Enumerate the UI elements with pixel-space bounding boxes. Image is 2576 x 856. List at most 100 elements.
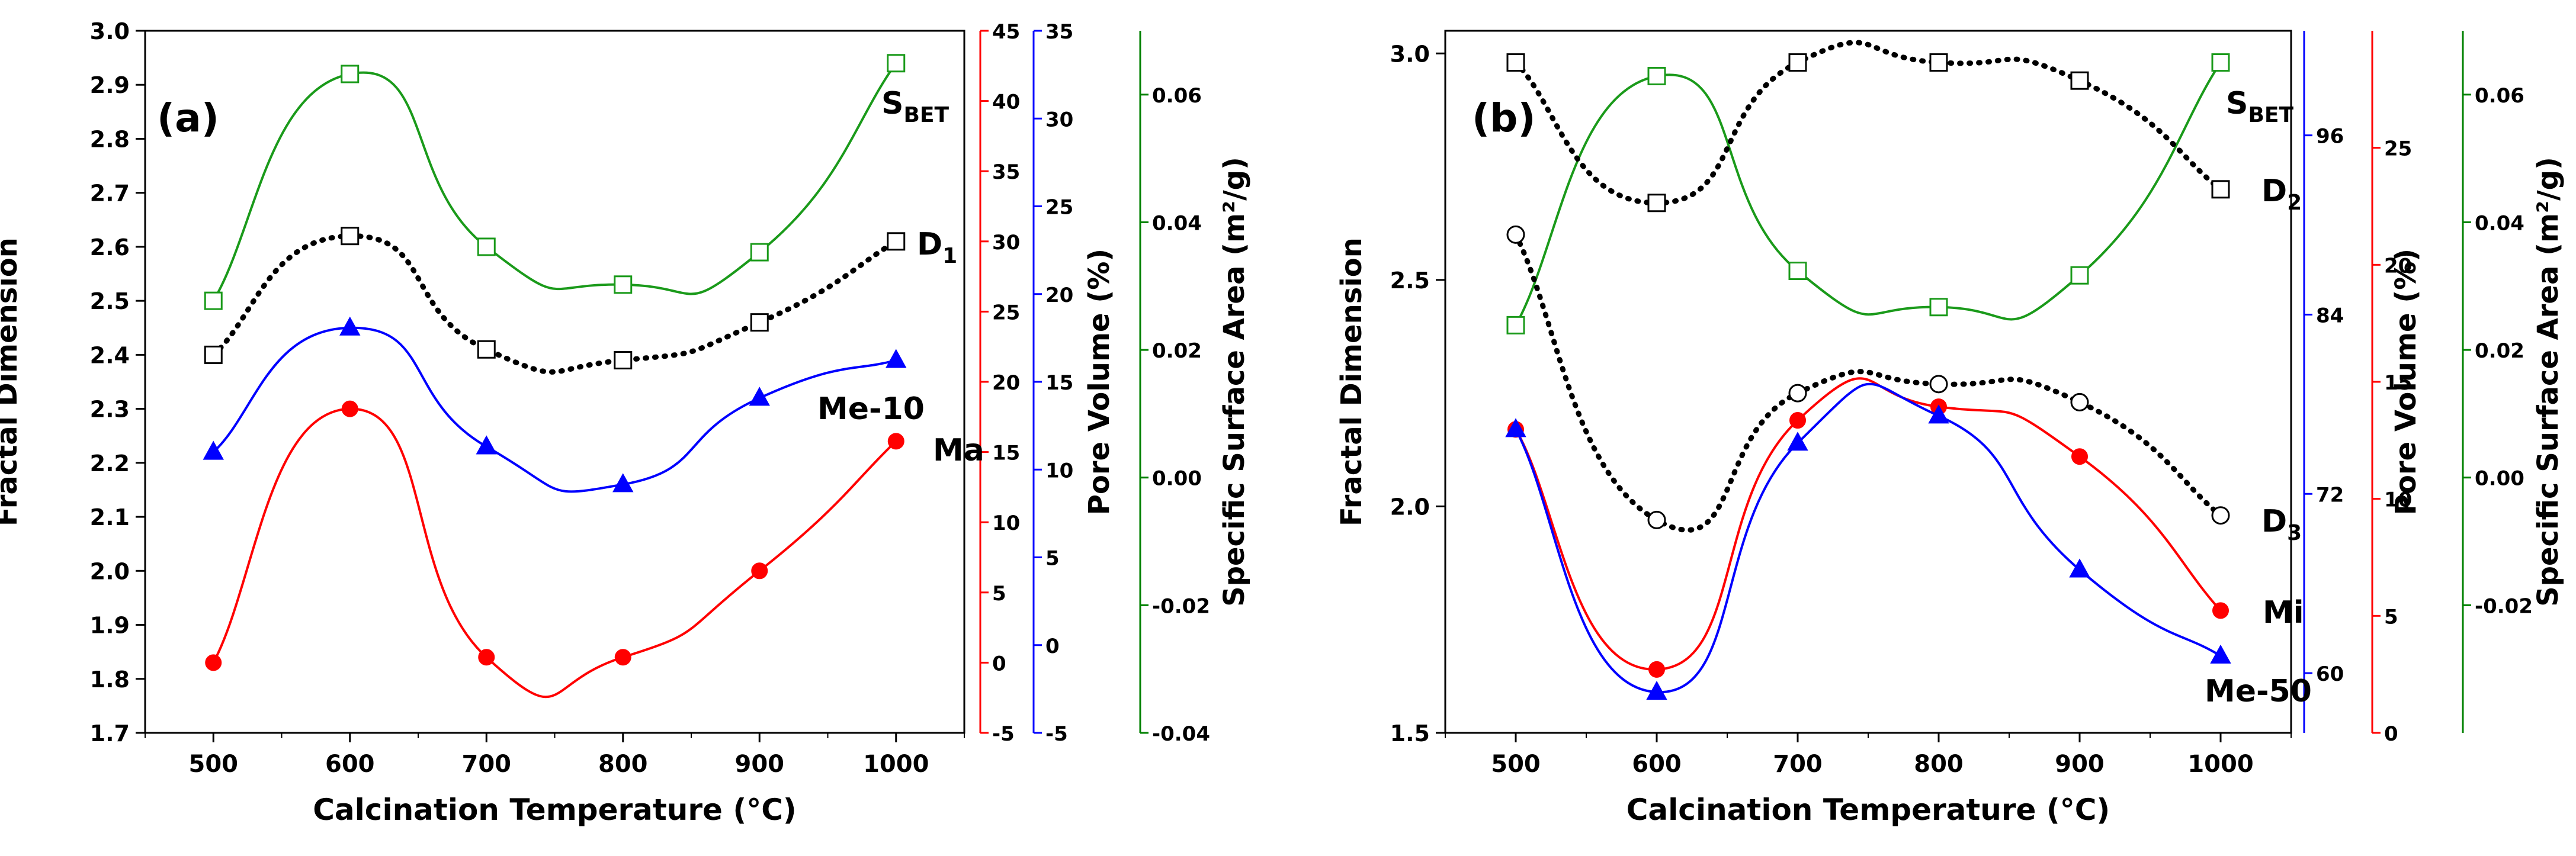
y-tick-label: 2.9 [90, 72, 130, 98]
data-point [1647, 510, 1666, 529]
y-tick-label: 25 [2384, 137, 2412, 161]
data-point [886, 349, 907, 368]
y-axis-ssa: -0.04 -0.02 0.00 0.02 0.04 0.06 Specific Surfa… [1139, 31, 1251, 746]
y-tick-label: 10 [992, 511, 1020, 535]
series-label-main: Ma [933, 433, 984, 468]
y-tick-label: 2.5 [1390, 268, 1430, 294]
data-point [614, 649, 631, 666]
series-ma: Ma [203, 316, 984, 493]
data-point [339, 316, 361, 336]
series-label: Me-50 [2205, 674, 2312, 709]
y-tick-label: 25 [1045, 196, 1073, 220]
y-axis-title: Fractal Dimension [1335, 237, 1368, 526]
y-tick-label: 40 [992, 91, 1020, 114]
y-tick-label: -0.04 [1152, 722, 1210, 746]
series-label-sub: 3 [2287, 521, 2302, 545]
panel-label: (a) [157, 95, 219, 141]
y-tick-label: 30 [1045, 108, 1073, 131]
y-tick-label: 20 [992, 371, 1020, 395]
series-label: D3 [2261, 504, 2302, 545]
x-tick-label: 600 [325, 751, 375, 778]
y-tick-label: 2.8 [90, 126, 130, 152]
series-label-main: Me-50 [2205, 674, 2312, 709]
y-tick-label: 1.5 [1390, 720, 1430, 746]
y-tick-label: 30 [992, 231, 1020, 255]
data-point [476, 435, 497, 455]
series-label: Mi [2263, 595, 2304, 630]
data-point [1787, 432, 1808, 451]
data-point [341, 227, 360, 246]
data-point [1648, 661, 1665, 678]
data-point [2210, 644, 2231, 664]
data-point [1789, 412, 1806, 429]
data-point [341, 400, 358, 417]
data-point [1929, 298, 1948, 317]
y-tick-label: 72 [2316, 483, 2344, 507]
y-tick-label: 0 [1045, 635, 1060, 658]
data-point [1647, 194, 1666, 213]
data-point [204, 291, 223, 310]
y-tick-label: 2.5 [90, 288, 130, 314]
y-tick-label: 0.02 [1152, 339, 1202, 363]
y-axis-title: Pore Volume (%) [1083, 249, 1116, 515]
y-tick-label: 2.0 [1390, 494, 1430, 520]
y-tick-label: 45 [992, 20, 1020, 44]
series-label: SBET [881, 86, 949, 127]
y-tick-label: 2.7 [90, 181, 130, 207]
series-line [212, 326, 897, 493]
series-line [212, 62, 897, 302]
data-point [1646, 681, 1667, 700]
data-point [477, 237, 496, 256]
series-line [1515, 62, 2222, 326]
data-point [749, 387, 770, 406]
y-tick-label: 10 [1045, 459, 1073, 482]
y-axis-title: Fractal Dimension [0, 237, 24, 526]
data-point [1788, 53, 1807, 72]
y-tick-label: 2.3 [90, 397, 130, 423]
y-tick-label: 0 [2384, 722, 2398, 746]
series-label-main: D [2261, 504, 2287, 539]
data-point [341, 65, 360, 83]
data-point [612, 473, 634, 493]
data-point [204, 345, 223, 364]
data-point [2070, 71, 2089, 90]
series-label-main: D [917, 227, 942, 262]
y-axis-fd: 1.5 2.0 2.5 3.0 Fractal Dimension [1335, 41, 1445, 746]
data-point [478, 649, 495, 666]
series-d1: D1 [204, 227, 957, 375]
data-point [2070, 392, 2089, 411]
series-label: Ma [933, 433, 984, 468]
data-point [1505, 418, 1526, 437]
data-point [2070, 266, 2089, 285]
series-me-10: Me-10 [205, 391, 925, 699]
data-point [1506, 53, 1525, 72]
x-tick-label: 900 [735, 751, 785, 778]
y-tick-label: 25 [992, 301, 1020, 324]
y-tick-label: 2.2 [90, 450, 130, 477]
y-tick-label: 2.6 [90, 234, 130, 260]
data-point [1929, 375, 1948, 394]
data-point [750, 313, 769, 332]
y-tick-label: -5 [1045, 722, 1068, 746]
data-point [2071, 448, 2088, 465]
series-s-bet: SBET [1506, 53, 2293, 334]
x-tick-label: 700 [462, 751, 512, 778]
panel-label: (b) [1472, 95, 1536, 141]
series-me-50: Me-50 [1505, 382, 2312, 709]
x-tick-label: 1000 [2187, 751, 2253, 778]
y-tick-label: 0.06 [1152, 84, 1202, 108]
x-tick-label: 900 [2055, 751, 2105, 778]
y-tick-label: 2.1 [90, 504, 130, 530]
x-tick-label: 500 [1491, 751, 1541, 778]
y-tick-label: 1.7 [90, 720, 130, 746]
series-s-bet: SBET [204, 54, 949, 310]
data-point [614, 351, 633, 370]
y-tick-label: -5 [992, 722, 1015, 746]
x-tick-label: 800 [598, 751, 648, 778]
series-label-main: S [2226, 86, 2248, 121]
data-point [2069, 558, 2090, 578]
y-tick-label: 2.4 [90, 342, 130, 368]
